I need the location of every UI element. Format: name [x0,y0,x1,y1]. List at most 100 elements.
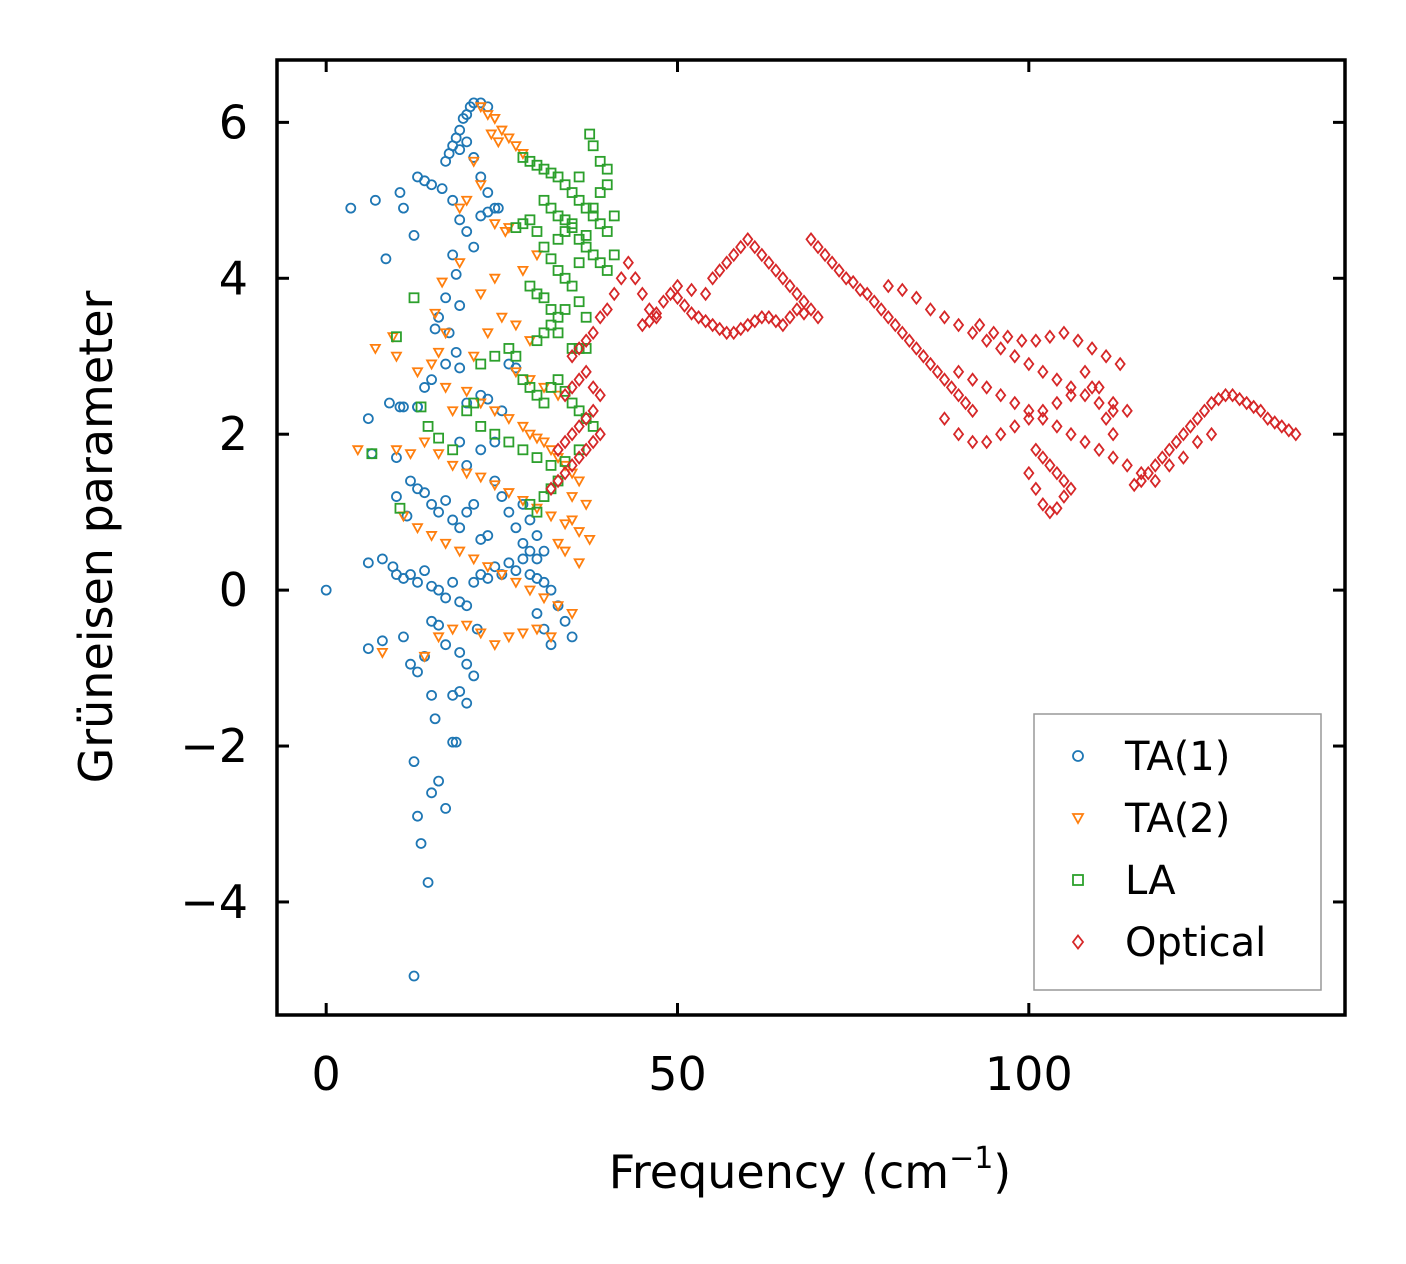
data-point [447,576,459,588]
data-point [896,282,908,298]
data-point [1037,497,1049,512]
data-point [1065,387,1077,403]
data-point [447,194,459,206]
data-point [376,635,388,647]
legend-label: TA(2) [1124,796,1230,842]
data-point [566,515,579,527]
data-point [952,317,965,333]
data-point [545,253,557,265]
data-point [509,577,522,589]
data-point [931,364,944,380]
data-point [460,620,473,632]
data-point [482,206,494,218]
data-point [531,335,543,347]
data-point [454,144,466,156]
data-point [995,341,1007,356]
data-point [587,249,599,261]
data-point [587,434,599,450]
data-point [1177,426,1190,442]
data-point [376,553,388,565]
data-point [545,584,557,596]
data-point [566,222,578,234]
data-point [517,537,529,549]
data-point [1086,380,1098,395]
data-point [1191,434,1204,450]
data-point [411,367,424,379]
x-tick-label: 50 [648,1047,707,1101]
data-point [1058,473,1070,489]
data-point [981,434,993,450]
data-point [1065,481,1077,497]
data-point [545,202,557,214]
data-point [436,277,449,289]
data-point [426,689,437,701]
data-point [552,473,564,489]
data-point [910,290,923,306]
data-point [566,458,578,473]
data-points [320,97,1302,982]
data-point [608,249,620,261]
data-point [419,487,430,499]
data-point [408,970,420,982]
data-point [380,253,392,265]
data-point [446,624,459,636]
data-point [538,292,550,304]
data-point [461,136,473,148]
data-point [366,448,378,460]
data-point [450,346,462,358]
legend-label: LA [1125,858,1176,904]
data-point [580,202,592,214]
data-point [398,401,409,413]
data-point [706,317,719,333]
series-la [366,128,620,518]
data-point [447,249,459,261]
data-point [488,640,501,652]
data-point [966,403,979,419]
data-point [559,179,571,191]
data-point [538,491,550,502]
data-point [474,180,487,192]
data-point [559,434,571,450]
data-point [770,313,782,329]
data-point [474,628,487,640]
data-point [502,133,515,145]
data-point [601,179,613,191]
data-point [559,272,571,284]
data-point [552,374,564,386]
data-point [432,632,445,644]
data-point [896,325,908,341]
series-optical [545,231,1302,520]
data-point [436,183,448,195]
data-point [468,241,480,253]
data-point [454,362,466,374]
data-point [531,553,543,565]
data-point [524,498,536,510]
data-point [524,545,536,557]
data-point [386,332,399,344]
data-point [903,333,916,348]
data-point [1023,403,1035,419]
data-point [1030,481,1042,497]
data-point [524,280,536,292]
data-point [516,421,529,433]
data-point [503,436,515,448]
data-point [433,506,445,518]
data-point [1009,348,1021,364]
data-point [812,309,824,325]
data-point [1100,411,1112,426]
x-axis-title-tail: ) [993,1145,1011,1199]
data-point [461,459,473,471]
data-point [524,382,536,393]
data-point [587,403,599,419]
data-point [510,350,522,362]
data-point [1107,450,1119,465]
data-point [475,421,487,432]
data-point [559,465,571,481]
data-point [1093,395,1105,411]
data-point [425,531,438,542]
data-point [454,647,466,658]
data-point [453,546,466,558]
data-point [474,289,487,301]
data-point [1255,403,1267,419]
data-point [798,294,810,309]
